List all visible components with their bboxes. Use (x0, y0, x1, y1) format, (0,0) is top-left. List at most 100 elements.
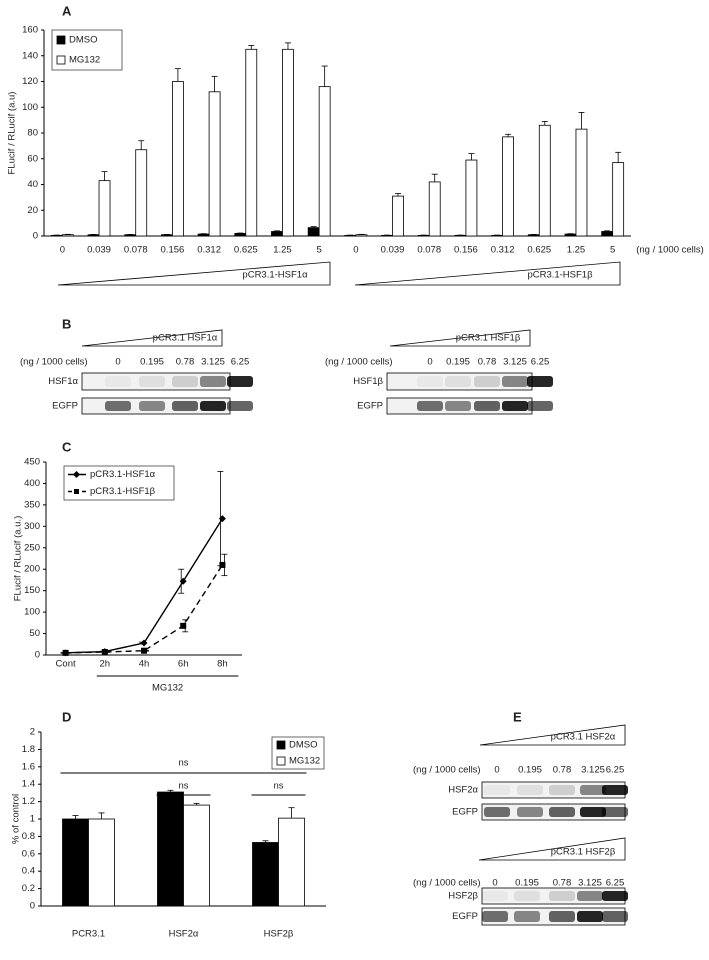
x-tick-label: 0.078 (417, 245, 441, 256)
x-tick-label: 5 (610, 245, 615, 256)
y-tick-label: 0 (35, 650, 40, 661)
bar (278, 817, 305, 907)
blot-band (105, 401, 131, 411)
x-tick-label: 4h (139, 659, 150, 670)
panel-letter: D (62, 709, 71, 724)
blot-band (549, 891, 575, 901)
blot-band (172, 401, 198, 411)
row-label: HSF1α (48, 376, 78, 387)
x-tick-label: 0.039 (381, 245, 405, 256)
lane-label: 0.78 (553, 878, 572, 889)
x-tick-label: 0.625 (527, 245, 551, 256)
error-bar (262, 840, 269, 843)
y-tick-label: 140 (22, 50, 38, 61)
bar (575, 128, 588, 237)
x-tick-label: 0 (60, 245, 65, 256)
blot-band (527, 376, 553, 387)
row-label: HSF2α (448, 785, 478, 796)
row-label: EGFP (452, 911, 478, 922)
blot-band (580, 785, 606, 795)
x-tick-label: 8h (217, 659, 228, 670)
error-bar (288, 807, 295, 819)
y-tick-label: 1 (30, 814, 35, 825)
bar (355, 234, 368, 237)
x-tick-label: 0 (353, 245, 358, 256)
error-bar (174, 68, 181, 82)
y-tick-label: 0.2 (22, 883, 35, 894)
blot-band (602, 807, 628, 817)
x-tick-label: 0.078 (124, 245, 148, 256)
row-label: EGFP (52, 401, 78, 412)
legend-swatch (56, 35, 66, 45)
blot-band (577, 891, 603, 901)
blot-band (417, 401, 443, 411)
y-tick-label: 1.4 (22, 779, 35, 790)
y-tick-label: 0 (30, 901, 35, 912)
y-tick-label: 40 (27, 179, 38, 190)
construct-label: pCR3.1 HSF2β (551, 847, 616, 858)
lane-label: 3.125 (581, 765, 605, 776)
bar (157, 791, 184, 907)
y-tick-label: 0.8 (22, 831, 35, 842)
y-tick-label: 1.2 (22, 796, 35, 807)
lane-label: 6.25 (606, 765, 625, 776)
dose-triangle (81, 329, 223, 347)
y-tick-label: 2 (30, 727, 35, 738)
bar (318, 86, 331, 237)
y-tick-label: 100 (22, 102, 38, 113)
bar (502, 136, 514, 237)
bar (271, 231, 283, 237)
x-tick-label: 0.312 (197, 245, 221, 256)
blot-band (602, 785, 628, 795)
bar (161, 234, 173, 237)
dose-triangle (354, 261, 621, 286)
construct-label: pCR3.1 HSF1β (456, 333, 521, 344)
lane-label: 3.125 (201, 357, 225, 368)
unit-label: (ng / 1000 cells) (413, 878, 481, 889)
unit-label: (ng / 1000 cells) (20, 357, 88, 368)
x-tick-label: 0.312 (491, 245, 515, 256)
annotation: pCR3.1-HSF1α (242, 270, 308, 281)
lane-label: 3.125 (503, 357, 527, 368)
panel-letter: B (62, 316, 71, 331)
legend-box (63, 465, 175, 501)
bar (538, 124, 551, 237)
blot-band (200, 376, 226, 387)
legend-label: MG132 (289, 756, 320, 767)
lane-label: 0.195 (140, 357, 164, 368)
bar (245, 48, 258, 237)
bar (307, 227, 320, 237)
bar (601, 231, 614, 237)
y-tick-label: 100 (24, 607, 40, 618)
lane-label: 6.25 (231, 357, 250, 368)
x-tick-label: PCR3.1 (72, 929, 105, 940)
annotation: ns (178, 781, 188, 792)
row-label: HSF2β (448, 891, 478, 902)
error-bar (578, 112, 585, 130)
blot-band (580, 807, 606, 817)
blot-band (482, 911, 508, 922)
blot-band (602, 891, 628, 901)
lane-label: 0.195 (446, 357, 470, 368)
error-bar (604, 230, 611, 232)
blot-band (517, 785, 543, 795)
error-bar (211, 75, 218, 92)
blot-band (527, 401, 553, 411)
blot-band (482, 891, 508, 901)
x-tick-label: Cont (56, 659, 76, 670)
y-tick-label: 250 (24, 542, 40, 553)
blot-band (502, 376, 528, 387)
blot-band (577, 911, 603, 922)
lane-label: 0.195 (518, 765, 542, 776)
blot-band (172, 376, 198, 387)
x-tick-label: 6h (178, 659, 189, 670)
x-tick-label: 2h (100, 659, 111, 670)
y-tick-label: 1.8 (22, 744, 35, 755)
row-label: EGFP (357, 401, 383, 412)
lane-label: 6.25 (606, 878, 625, 889)
y-tick-label: 300 (24, 521, 40, 532)
x-tick-label: 0.156 (454, 245, 478, 256)
construct-label: pCR3.1 HSF2α (551, 732, 616, 743)
y-tick-label: 120 (22, 76, 38, 87)
lane-label: 0 (427, 357, 432, 368)
